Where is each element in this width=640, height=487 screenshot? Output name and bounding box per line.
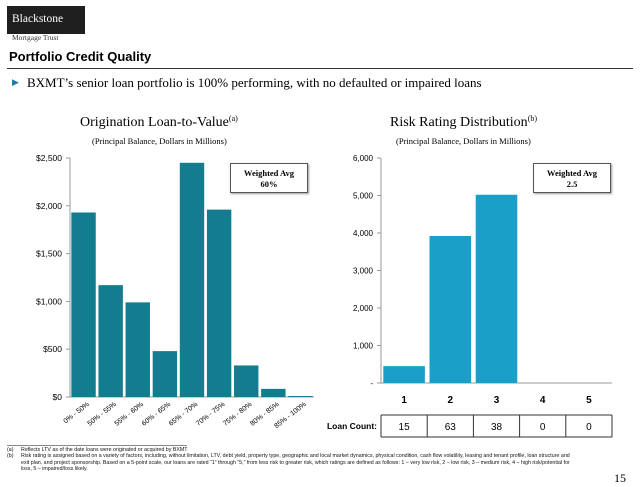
risk-weighted-avg-box: Weighted Avg 2.5 <box>533 163 611 193</box>
risk-category-label: 1 <box>401 395 407 406</box>
loan-count-value: 15 <box>399 422 411 433</box>
title-divider <box>7 68 633 69</box>
ltv-bar <box>261 388 286 397</box>
ltv-bar <box>179 162 205 397</box>
ltv-chart-subtitle: (Principal Balance, Dollars in Millions) <box>92 136 227 146</box>
ltv-category-label: 50% - 55% <box>87 401 118 428</box>
loan-count-value: 38 <box>491 422 503 433</box>
ltv-y-tick-label: $1,500 <box>36 249 62 259</box>
risk-category-label: 2 <box>448 395 454 406</box>
ltv-category-label: 55% - 60% <box>114 401 145 428</box>
risk-y-tick-label: 3,000 <box>353 267 374 276</box>
triangle-bullet-icon: ▶ <box>12 77 19 87</box>
ltv-category-label: 75% - 80% <box>222 401 253 428</box>
loan-count-label: Loan Count: <box>327 421 377 431</box>
risk-chart-subtitle: (Principal Balance, Dollars in Millions) <box>396 136 531 146</box>
risk-category-label: 3 <box>494 395 500 406</box>
risk-y-tick-label: 4,000 <box>353 229 374 238</box>
risk-weighted-avg-label: Weighted Avg <box>546 168 598 178</box>
ltv-y-tick-label: $0 <box>53 392 63 402</box>
ltv-bar <box>98 285 123 397</box>
risk-y-tick-label: 1,000 <box>353 342 374 351</box>
footnote-a: (a) Reflects LTV as of the date loans wer… <box>7 447 188 453</box>
ltv-y-tick-label: $2,500 <box>36 153 62 163</box>
risk-bar <box>429 236 472 383</box>
risk-chart-title: Risk Rating Distribution(b) <box>390 114 538 130</box>
headline: BXMT’s senior loan portfolio is 100% per… <box>27 75 482 90</box>
risk-weighted-avg-value: 2.5 <box>566 179 578 189</box>
footnotes: (a) Reflects LTV as of the date loans wer… <box>7 447 577 473</box>
risk-y-tick-label: 6,000 <box>353 154 374 163</box>
risk-bar <box>383 366 425 383</box>
risk-y-tick-label: - <box>370 379 373 388</box>
loan-count-value: 0 <box>586 422 592 433</box>
logo-subtitle: Mortgage Trust <box>12 33 59 42</box>
footnote-b: (b) Risk rating is assigned based on a va… <box>7 453 570 473</box>
ltv-y-tick-label: $2,000 <box>36 201 62 211</box>
ltv-y-tick-label: $1,000 <box>36 296 62 306</box>
loan-count-value: 63 <box>445 422 457 433</box>
ltv-bar <box>234 365 259 397</box>
risk-category-label: 4 <box>540 395 546 406</box>
blackstone-logo: Blackstone <box>7 6 85 34</box>
risk-y-tick-label: 5,000 <box>353 192 374 201</box>
ltv-category-label: 70% - 75% <box>195 401 226 428</box>
loan-count-value: 0 <box>540 422 546 433</box>
ltv-weighted-avg-box: Weighted Avg 60% <box>230 163 308 193</box>
risk-category-label: 5 <box>586 395 592 406</box>
ltv-bar <box>71 212 96 397</box>
risk-y-tick-label: 2,000 <box>353 304 374 313</box>
ltv-weighted-avg-value: 60% <box>260 179 278 189</box>
page-title: Portfolio Credit Quality <box>9 49 152 64</box>
footnote-divider <box>7 445 187 446</box>
ltv-bar <box>152 351 178 397</box>
ltv-category-label: 60% - 65% <box>141 401 172 428</box>
ltv-category-label: 65% - 70% <box>168 401 199 428</box>
risk-bar <box>475 194 518 383</box>
ltv-bar <box>125 302 150 397</box>
ltv-bar <box>288 396 313 397</box>
ltv-weighted-avg-label: Weighted Avg <box>243 168 295 178</box>
page-number: 15 <box>614 471 626 485</box>
ltv-bar <box>206 209 232 397</box>
ltv-chart-title: Origination Loan-to-Value(a) <box>80 114 238 130</box>
ltv-y-tick-label: $500 <box>43 344 62 354</box>
